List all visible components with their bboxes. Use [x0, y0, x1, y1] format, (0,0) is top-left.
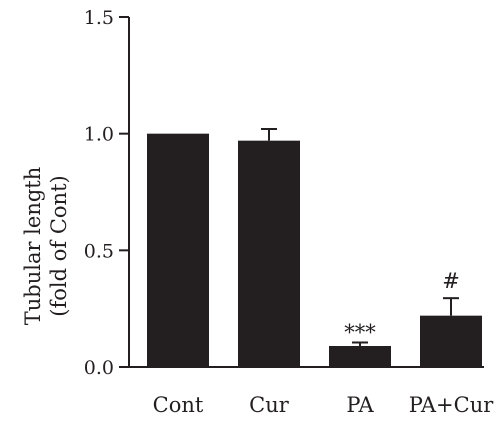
y-tick-label-2: 1.0 [84, 124, 114, 146]
error-bars [261, 128, 459, 346]
x-tick-label-pa-cur: PA+Cur [409, 393, 495, 417]
y-axis-title-line-2: (fold of Cont) [47, 175, 71, 316]
y-axis-ticks: 0.0 0.5 1.0 1.5 [84, 7, 129, 379]
annotation-pa-cur: # [442, 269, 460, 293]
bars [147, 133, 482, 367]
x-tick-label-cur: Cur [249, 393, 290, 417]
annotations: *** # [344, 269, 460, 344]
x-tick-label-cont: Cont [153, 393, 204, 417]
bar-cur [238, 140, 300, 367]
y-axis-title-line-1: Tubular length [21, 167, 45, 326]
x-axis-labels: Cont Cur PA PA+Cur [153, 393, 495, 417]
annotation-pa: *** [344, 321, 376, 345]
axes [128, 17, 484, 368]
y-axis-title: Tubular length (fold of Cont) [21, 167, 71, 326]
bar-pa [329, 346, 391, 367]
y-tick-label-0: 0.0 [84, 357, 114, 379]
y-tick-label-3: 1.5 [84, 7, 114, 29]
x-tick-label-pa: PA [346, 393, 374, 417]
bar-pa-cur [420, 315, 482, 367]
y-tick-label-1: 0.5 [84, 240, 114, 262]
bar-cont [147, 133, 209, 367]
